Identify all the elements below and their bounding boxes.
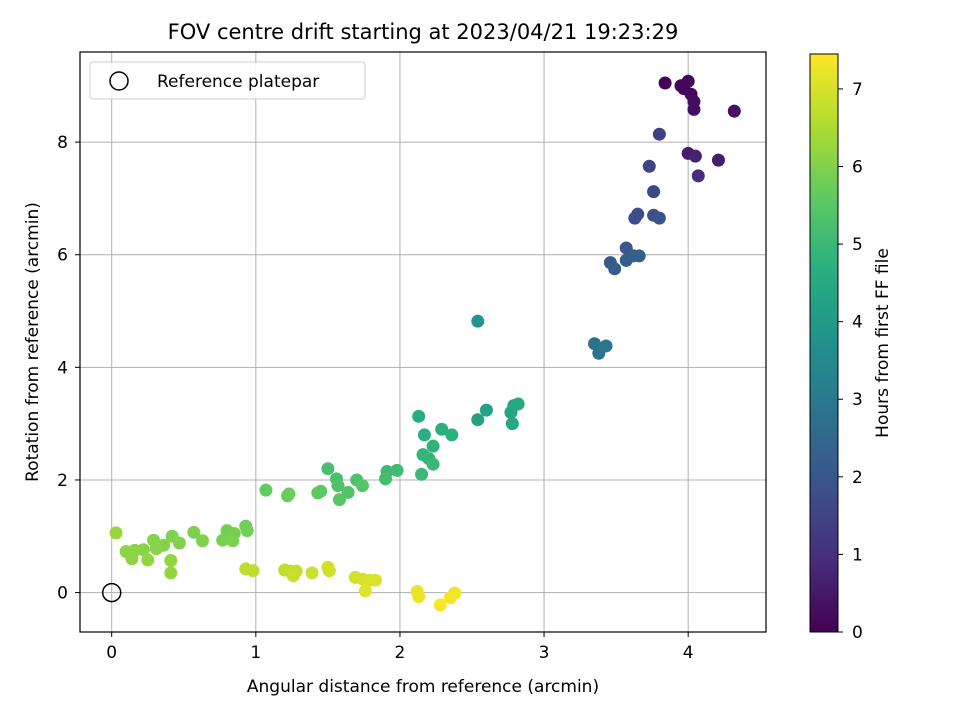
data-point xyxy=(240,524,254,538)
data-point xyxy=(226,534,240,548)
data-point xyxy=(412,409,426,423)
data-point xyxy=(511,397,525,411)
data-point xyxy=(358,584,372,598)
data-point xyxy=(390,463,404,477)
data-point xyxy=(331,479,345,493)
data-point xyxy=(368,573,382,587)
colorbar-tick-label: 3 xyxy=(852,390,863,410)
chart-title: FOV centre drift starting at 2023/04/21 … xyxy=(168,20,679,44)
data-point xyxy=(632,249,646,263)
data-point xyxy=(322,564,336,578)
x-axis-label: Angular distance from reference (arcmin) xyxy=(247,677,599,697)
colorbar: 0 1 2 3 4 5 6 7 Hours from first FF file xyxy=(809,53,893,643)
data-point xyxy=(196,534,209,548)
data-point xyxy=(687,102,701,116)
colorbar-tick-label: 4 xyxy=(852,313,863,333)
data-point xyxy=(647,185,661,199)
legend-box xyxy=(89,61,366,100)
x-tick-label: 3 xyxy=(539,643,550,663)
data-point xyxy=(443,591,457,605)
data-point xyxy=(652,211,666,225)
data-point xyxy=(282,487,296,501)
colorbar-tick-label: 1 xyxy=(852,545,863,565)
y-axis-ticks: 0 2 4 6 8 xyxy=(57,133,80,604)
reference-marker xyxy=(101,582,122,603)
data-point xyxy=(321,462,335,476)
y-tick-label: 2 xyxy=(57,471,68,491)
data-point xyxy=(479,403,493,417)
colorbar-tick-label: 0 xyxy=(852,623,863,643)
colorbar-ticks: 0 1 2 3 4 5 6 7 xyxy=(838,80,863,643)
colorbar-tick-label: 2 xyxy=(852,468,863,488)
colorbar-label: Hours from first FF file xyxy=(873,248,893,438)
data-point xyxy=(125,552,139,566)
data-point xyxy=(691,169,705,183)
data-point xyxy=(149,542,163,556)
colorbar-tick-label: 6 xyxy=(852,157,863,177)
data-point xyxy=(628,211,642,225)
scatter-points xyxy=(109,74,741,612)
data-point xyxy=(286,569,300,583)
colorbar-tick-label: 5 xyxy=(852,235,863,255)
x-axis-ticks: 0 1 2 3 4 xyxy=(106,632,694,663)
y-tick-label: 6 xyxy=(57,246,68,266)
legend: Reference platepar xyxy=(89,61,366,100)
data-point xyxy=(599,339,613,353)
reference-platepar-point xyxy=(101,582,122,603)
y-axis-label: Rotation from reference (arcmin) xyxy=(23,202,43,482)
data-point xyxy=(172,536,186,550)
x-tick-label: 0 xyxy=(106,643,117,663)
data-point xyxy=(711,153,725,167)
data-point xyxy=(505,417,519,431)
colorbar-tick-label: 7 xyxy=(852,80,863,100)
data-point xyxy=(259,483,273,497)
data-point xyxy=(608,262,622,276)
y-tick-label: 0 xyxy=(57,584,68,604)
data-point xyxy=(727,104,741,118)
data-point xyxy=(379,472,393,486)
data-point xyxy=(445,428,459,442)
data-point xyxy=(141,553,155,567)
data-point xyxy=(435,422,449,436)
data-point xyxy=(412,590,426,604)
data-point xyxy=(332,493,346,507)
data-point xyxy=(164,553,178,567)
data-point xyxy=(311,486,325,500)
data-point xyxy=(109,526,123,540)
data-point xyxy=(341,485,355,499)
data-point xyxy=(652,127,666,141)
colorbar-gradient xyxy=(809,53,839,633)
data-point xyxy=(355,479,369,493)
x-tick-label: 2 xyxy=(395,643,406,663)
legend-entry-reference-platepar: Reference platepar xyxy=(157,72,319,92)
data-point xyxy=(471,413,485,427)
x-tick-label: 1 xyxy=(250,643,261,663)
data-point xyxy=(658,76,672,90)
data-point xyxy=(433,598,447,612)
data-point xyxy=(415,467,429,481)
y-tick-label: 4 xyxy=(57,358,68,378)
plot-frame xyxy=(79,51,767,633)
data-point xyxy=(426,439,440,453)
y-tick-label: 8 xyxy=(57,133,68,153)
data-point xyxy=(471,314,485,328)
data-point xyxy=(216,533,230,547)
data-point xyxy=(305,566,319,580)
data-point xyxy=(164,566,178,580)
data-point xyxy=(417,428,431,442)
data-point xyxy=(246,564,260,578)
data-point xyxy=(688,149,702,163)
data-point xyxy=(642,159,656,173)
data-point xyxy=(187,525,201,539)
x-tick-label: 4 xyxy=(683,643,694,663)
legend-open-circle-marker xyxy=(109,71,129,91)
data-point xyxy=(426,457,440,471)
